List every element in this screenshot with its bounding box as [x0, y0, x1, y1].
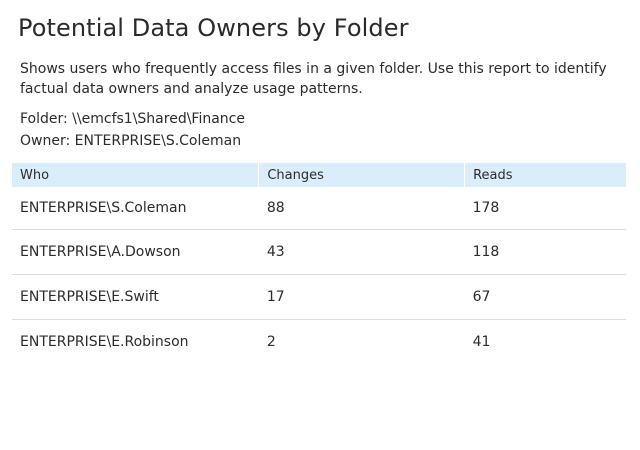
cell-changes: 43 — [258, 229, 465, 275]
cell-reads: 118 — [464, 229, 626, 275]
cell-who: ENTERPRISE\E.Swift — [12, 274, 259, 320]
column-header-changes[interactable]: Changes — [258, 163, 466, 187]
column-header-reads[interactable]: Reads — [464, 163, 626, 187]
cell-reads: 67 — [464, 274, 626, 320]
cell-changes: 2 — [266, 334, 276, 350]
cell-changes: 17 — [258, 274, 465, 320]
cell-who: ENTERPRISE\S.Coleman — [12, 187, 259, 230]
cell-who: ENTERPRISE\A.Dowson — [12, 229, 259, 275]
cell-changes: 88 — [258, 187, 465, 230]
table-row: ENTERPRISE\A.Dowson 43 118 — [12, 229, 626, 275]
folder-path: Folder: \\emcfs1\Shared\Finance — [20, 111, 245, 127]
table-row: ENTERPRISE\E.Swift 17 67 — [12, 274, 626, 320]
cell-reads: 41 — [472, 334, 491, 350]
table-header-row: Who Changes Reads — [12, 163, 626, 187]
table-row: ENTERPRISE\S.Coleman 88 178 — [12, 187, 626, 230]
table-header: Who Changes Reads — [12, 163, 626, 187]
report-title: Potential Data Owners by Folder — [18, 14, 409, 42]
column-header-who[interactable]: Who — [12, 163, 260, 187]
folder-owner: Owner: ENTERPRISE\S.Coleman — [20, 133, 242, 149]
table-body: ENTERPRISE\S.Coleman 88 178 ENTERPRISE\A… — [12, 187, 626, 364]
table-row: ENTERPRISE\E.Robinson 2 41 — [12, 320, 626, 365]
cell-reads: 178 — [464, 187, 626, 230]
report-description: Shows users who frequently access files … — [20, 61, 607, 97]
cell-who: ENTERPRISE\E.Robinson — [20, 334, 189, 350]
data-owners-table: Who Changes Reads ENTERPRISE\S.Coleman 8… — [12, 163, 626, 364]
